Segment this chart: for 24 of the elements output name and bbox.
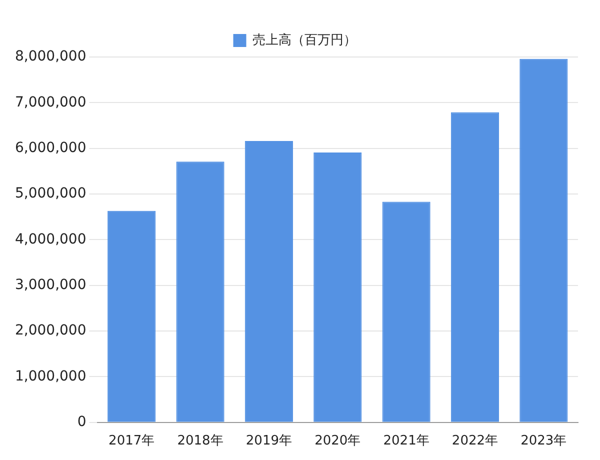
y-tick-label: 6,000,000 [14,140,86,156]
y-tick-label: 8,000,000 [14,48,86,65]
y-tick-label: 5,000,000 [14,186,86,202]
y-tick-label: 7,000,000 [14,94,86,110]
bar [450,112,500,422]
y-tick-label: 0 [77,414,86,430]
bar [520,58,568,422]
y-tick-label: 3,000,000 [14,277,86,294]
y-tick-label: 4,000,000 [14,231,86,248]
y-tick-label: 2,000,000 [14,322,86,339]
x-tick-label: 2023年 [520,434,567,449]
x-tick-label: 2020年 [314,434,361,449]
x-tick-label: 2021年 [383,434,430,449]
legend-label: 売上高（百万円） [252,32,356,48]
bar [314,152,362,422]
y-tick-label: 1,000,000 [14,368,86,384]
x-tick-label: 2018年 [177,434,224,449]
bar [382,202,430,422]
x-tick-label: 2017年 [108,434,155,449]
x-tick-label: 2019年 [246,434,292,449]
bar [176,162,224,422]
bar [108,210,156,422]
x-tick-label: 2022年 [452,434,498,449]
bar [244,141,293,422]
